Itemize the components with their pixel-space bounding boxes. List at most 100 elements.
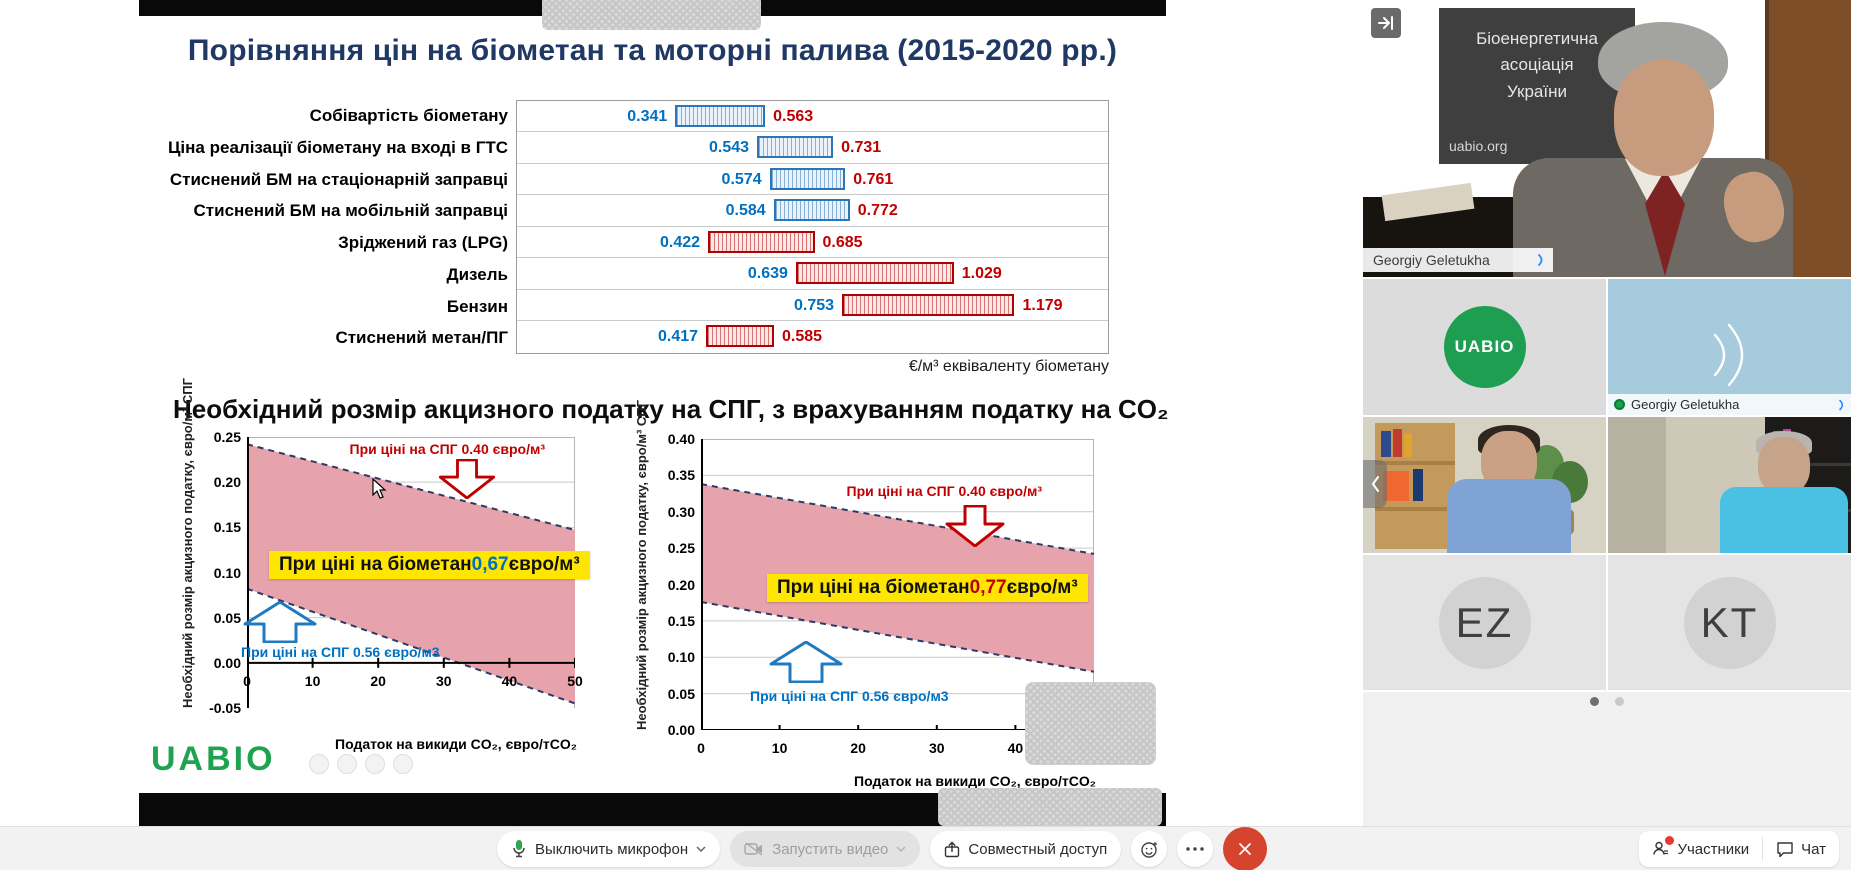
- slide-subtitle: Необхідний розмір акцизного податку на С…: [173, 394, 1169, 424]
- bar-row: 0.543 0.731: [517, 132, 1108, 164]
- annotation-lng-040: При ціні на СПГ 0.40 євро/м³: [349, 441, 545, 457]
- callout-value: 0,67: [471, 554, 509, 575]
- audio-speaker-icon: [1839, 399, 1844, 410]
- social-icon: [337, 754, 357, 774]
- bar-category-label: Стиснений БМ на стаціонарній заправці: [169, 169, 508, 189]
- chevron-down-icon: [896, 846, 906, 852]
- video-tile-main-speaker[interactable]: Біоенергетична асоціація України uabio.o…: [1363, 0, 1851, 277]
- bar-min-value: 0.753: [794, 296, 835, 314]
- chat-label: Чат: [1801, 840, 1826, 858]
- x-tick-label: 50: [567, 672, 583, 689]
- x-axis-title: Податок на викиди CO₂, євро/тCO₂: [335, 736, 577, 752]
- y-tick-label: 0.05: [667, 685, 695, 702]
- participant-name: Georgiy Geletukha: [1631, 397, 1740, 412]
- speaker-name: Georgiy Geletukha: [1373, 252, 1490, 268]
- fuel-price-chart-plot: 0.341 0.563 0.543 0.731 0.574 0.761 0.584 0.772…: [516, 100, 1109, 354]
- social-icon: [365, 754, 385, 774]
- range-bar: [769, 167, 846, 190]
- biomethane-price-callout: При ціні на біометан 0,77 євро/м³: [767, 574, 1088, 602]
- presentation-slide: Порівняння цін на біометан та моторні па…: [139, 16, 1169, 793]
- video-gallery: Біоенергетична асоціація України uabio.o…: [1363, 0, 1851, 826]
- y-tick-label: 0.25: [667, 540, 695, 557]
- start-video-label: Запустить видео: [772, 840, 889, 858]
- uabio-circle-logo: UABIO: [1443, 306, 1526, 388]
- video-off-icon: [744, 842, 763, 856]
- tax-chart-biomethane-077: Необхідний розмір акцизного податку, євр…: [634, 400, 1102, 789]
- avatar-initials: KT: [1700, 598, 1759, 646]
- participants-button[interactable]: Участники: [1639, 831, 1762, 867]
- video-tile-audio-only[interactable]: Georgiy Geletukha: [1608, 279, 1851, 415]
- pagination-dot[interactable]: [1615, 697, 1624, 706]
- uabio-circle-text: UABIO: [1454, 337, 1515, 356]
- range-bar: [773, 199, 850, 222]
- share-screen-label: Совместный доступ: [968, 840, 1108, 858]
- curtain: [1608, 417, 1666, 553]
- y-tick-label: 0.30: [667, 503, 695, 520]
- y-tick-label: 0.20: [667, 576, 695, 593]
- bar-max-value: 0.731: [841, 139, 882, 157]
- tax-chart-left-plotwrap: Необхідний розмір акцизного податку, євр…: [180, 378, 590, 752]
- redacted-overlay-bottom: [938, 788, 1162, 826]
- speaker-name-tag: Georgiy Geletukha: [1363, 248, 1553, 272]
- collapse-icon: [1378, 16, 1393, 30]
- x-tick-label: 20: [370, 672, 386, 689]
- biomethane-price-callout: При ціні на біометан 0,67 євро/м³: [269, 551, 590, 579]
- participants-icon: [1653, 841, 1669, 855]
- x-tick-label: 40: [501, 672, 518, 689]
- fuel-price-chart: Собівартість біометану Ціна реалізації бі…: [139, 100, 1109, 354]
- bar-max-value: 0.685: [822, 233, 863, 251]
- notification-dot: [1665, 836, 1675, 845]
- bar-row: 0.584 0.772: [517, 195, 1108, 227]
- participants-label: Участники: [1677, 840, 1750, 858]
- bar-max-value: 0.761: [853, 170, 894, 188]
- uabio-banner: Біоенергетична асоціація України uabio.o…: [1439, 8, 1635, 164]
- bar-min-value: 0.574: [721, 170, 762, 188]
- video-tile-participant-2[interactable]: [1608, 417, 1851, 553]
- share-screen-button[interactable]: Совместный доступ: [930, 831, 1122, 867]
- x-tick-label: 40: [1007, 740, 1024, 756]
- banner-line: асоціація: [1500, 55, 1574, 75]
- y-tick-label: 0.00: [667, 722, 695, 738]
- chat-bubble-icon: [1777, 841, 1793, 857]
- bar-category-label: Дизель: [446, 264, 509, 284]
- annotation-lng-056: При ціні на СПГ 0.56 євро/м3: [750, 688, 949, 704]
- bar-category-label: Зріджений газ (LPG): [338, 233, 508, 252]
- mute-label: Выключить микрофон: [535, 840, 689, 858]
- chat-button[interactable]: Чат: [1763, 831, 1839, 867]
- video-tile-participant-1[interactable]: [1363, 417, 1606, 553]
- y-tick-label: 0.20: [213, 474, 241, 491]
- slide-title: Порівняння цін на біометан та моторні па…: [187, 34, 1118, 67]
- meeting-toolbar: Выключить микрофон Запустить видео: [0, 826, 1851, 870]
- fuel-price-chart-labels: Собівартість біометану Ціна реалізації бі…: [139, 100, 508, 354]
- video-tile-uabio[interactable]: UABIO: [1363, 279, 1606, 415]
- banner-line: України: [1507, 81, 1567, 101]
- sound-waves-icon: [1713, 323, 1743, 387]
- leave-meeting-button[interactable]: [1223, 827, 1268, 870]
- collapse-panel-button[interactable]: [1371, 8, 1401, 38]
- range-bar: [675, 105, 766, 127]
- banner-line: Біоенергетична: [1476, 29, 1598, 48]
- down-arrow-icon: [438, 459, 496, 499]
- microphone-icon: [513, 840, 525, 858]
- video-tile-avatar-kt[interactable]: KT: [1608, 555, 1851, 690]
- y-axis-ticks: 0.25 0.20 0.15 0.10 0.05 0.00 -0.05: [193, 429, 241, 716]
- bar-category-label: Бензин: [446, 296, 508, 316]
- more-options-button[interactable]: [1177, 831, 1214, 867]
- bar-row: 0.417 0.585: [517, 321, 1108, 352]
- pagination-dot-active[interactable]: [1590, 697, 1599, 706]
- range-bar: [706, 325, 775, 348]
- video-tile-avatar-ez[interactable]: EZ: [1363, 555, 1606, 690]
- reactions-button[interactable]: [1131, 831, 1168, 867]
- mute-button[interactable]: Выключить микрофон: [497, 831, 721, 867]
- y-tick-label: 0.10: [667, 649, 695, 666]
- y-tick-label: 0.05: [213, 609, 241, 626]
- bar-category-label: Стиснений метан/ПГ: [335, 328, 508, 348]
- gallery-prev-page-button[interactable]: [1363, 460, 1387, 508]
- bar-row: 0.422 0.685: [517, 227, 1108, 259]
- start-video-button[interactable]: Запустить видео: [730, 831, 921, 867]
- audio-tile-name-tag: Georgiy Geletukha: [1608, 394, 1851, 415]
- bar-min-value: 0.584: [725, 202, 766, 220]
- faded-social-icons: [309, 754, 413, 774]
- down-arrow-icon: [945, 505, 1005, 547]
- bar-category-label: Собівартість біометану: [309, 106, 508, 125]
